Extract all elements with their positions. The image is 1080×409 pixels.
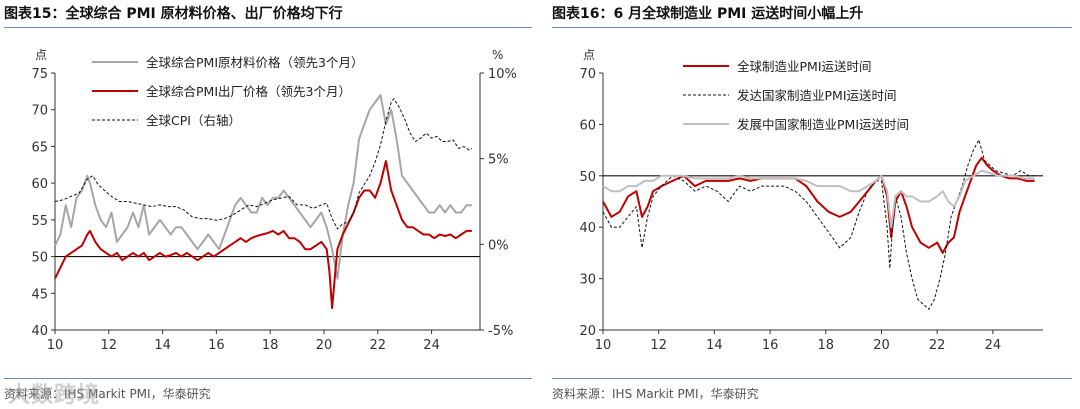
left-x-tick-label: 22: [370, 338, 387, 353]
left-legend-label-1: 全球综合PMI出厂价格（领先3个月）: [146, 84, 351, 99]
left-legend-label-0: 全球综合PMI原材料价格（领先3个月）: [146, 55, 363, 70]
left-y-tick-label: 40: [31, 324, 48, 339]
right-x-tick-label: 24: [985, 338, 1002, 353]
right-figure-title: 图表16：6 月全球制造业 PMI 运送时间小幅上升: [552, 6, 864, 22]
left-x-tick-label: 10: [47, 338, 64, 353]
left-y-right-unit-label: %: [492, 48, 503, 62]
right-series-line-0: [602, 156, 1035, 254]
right-legend-label-0: 全球制造业PMI运送时间: [737, 59, 872, 74]
right-x-tick-label: 20: [873, 338, 890, 353]
left-figure-title: 图表15：全球综合 PMI 原材料价格、出厂价格均下行: [4, 6, 343, 22]
left-y-right-tick-label: 0%: [488, 238, 509, 253]
right-y-tick-label: 30: [579, 273, 596, 288]
right-series-line-1: [602, 139, 1035, 310]
right-series-line-2: [602, 169, 1035, 229]
right-source-note: 资料来源：IHS Markit PMI，华泰研究: [552, 387, 759, 401]
right-x-tick-label: 12: [650, 338, 667, 353]
right-y-tick-label: 50: [579, 170, 596, 185]
right-chart: 点 20 30 40 50 60 70 10 12 14 16 18 20 22 24 全球制造业PMI运送时…: [579, 48, 1043, 353]
right-x-tick-label: 14: [706, 338, 723, 353]
left-x-tick-label: 24: [423, 338, 440, 353]
right-source-rule: [552, 378, 1072, 379]
left-source-rule: [4, 378, 532, 379]
left-y-tick-label: 75: [31, 67, 48, 82]
left-x-tick-label: 20: [316, 338, 333, 353]
right-x-tick-label: 10: [595, 338, 612, 353]
right-y-unit-label: 点: [583, 48, 595, 62]
right-y-tick-label: 60: [579, 118, 596, 133]
left-x-tick-label: 14: [154, 338, 171, 353]
left-x-tick-label: 16: [208, 338, 225, 353]
right-x-tick-label: 16: [762, 338, 779, 353]
left-y-tick-label: 50: [31, 251, 48, 266]
left-series-line-0: [54, 94, 472, 280]
left-title-rule: [4, 27, 532, 28]
right-chart-panel: 图表16：6 月全球制造业 PMI 运送时间小幅上升 点 20 30 40 50 60 70…: [548, 0, 1080, 407]
right-legend-label-2: 发展中国家制造业PMI运送时间: [737, 117, 909, 132]
left-chart-panel: 图表15：全球综合 PMI 原材料价格、出厂价格均下行 点 40 45 50 55 60 6…: [0, 0, 540, 408]
left-y-tick-label: 65: [31, 140, 48, 155]
left-y-tick-label: 45: [31, 287, 48, 302]
left-y-right-tick-label: 10%: [488, 67, 517, 82]
left-y-tick-label: 55: [31, 214, 48, 229]
right-title-rule: [552, 27, 1072, 28]
right-legend-label-1: 发达国家制造业PMI运送时间: [737, 88, 897, 103]
right-y-tick-label: 70: [579, 67, 596, 82]
left-series-line-2: [54, 98, 473, 230]
left-x-tick-label: 12: [101, 338, 118, 353]
left-chart: 点 40 45 50 55 60 65 70 75% -5% 0% 5% 10% 10 12 14 16 18 20…: [31, 48, 517, 353]
right-y-tick-label: 20: [579, 324, 596, 339]
left-source-note: 资料来源：IHS Markit PMI，华泰研究: [4, 387, 211, 401]
right-x-tick-label: 22: [929, 338, 946, 353]
left-y-right-tick-label: 5%: [488, 153, 509, 168]
left-x-tick-label: 18: [262, 338, 279, 353]
left-legend-label-2: 全球CPI（右轴）: [146, 113, 241, 128]
left-y-unit-label: 点: [35, 48, 47, 62]
left-y-tick-label: 70: [31, 104, 48, 119]
watermark-logo: 大数跨境: [8, 383, 101, 408]
right-x-tick-label: 18: [818, 338, 835, 353]
right-y-tick-label: 40: [579, 221, 596, 236]
left-y-right-tick-label: -5%: [488, 324, 513, 339]
left-y-tick-label: 60: [31, 177, 48, 192]
left-series-line-1: [54, 160, 472, 309]
